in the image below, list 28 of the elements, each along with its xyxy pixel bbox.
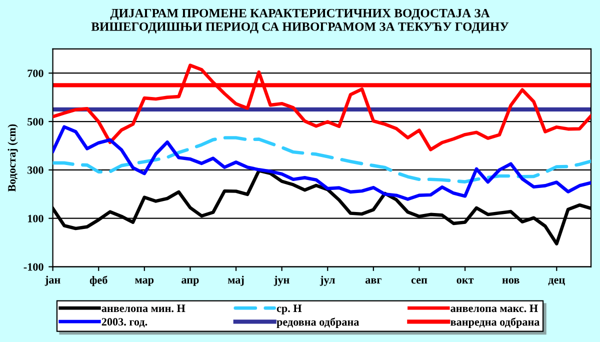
x-tick-label: дец [548,278,565,286]
legend-label: редовна одбрана [276,318,360,328]
x-tick-label: јан [44,276,60,286]
x-tick-label: нов [502,278,520,284]
x-tick-label: јун [274,276,290,286]
y-axis-title: Водостај (cm) [8,124,18,192]
y-tick-label: 300 [28,166,44,174]
x-tick-label: јул [320,276,335,286]
line-series [52,64,591,152]
y-tick-label: -100 [24,263,44,271]
legend-label: анвелопа макс. H [450,304,538,312]
chart-title: ДИЈАГРАМ ПРОМЕНЕ КАРАКТЕРИСТИЧНИХ ВОДОСТАЈА ЗА ВИШЕГОДИШЊИ ПЕРИОД СА НИВОГРАМОМ ЗА ТЕКУЋУ ГОДИНУ [91,8,509,34]
legend-label: анвелопа мин. H [102,304,186,312]
x-tick-label: окт [456,278,474,284]
x-tick-label: сеп [411,278,428,284]
x-tick-label: феб [90,276,108,286]
legend-label: 2003. год. [102,318,148,328]
x-tick-label: апр [182,278,199,286]
y-tick-label: 500 [28,118,44,126]
x-tick-label: авг [365,278,382,284]
line-series [52,125,591,201]
y-tick-label: 700 [28,70,44,78]
line-series [52,136,591,184]
x-tick-label: мар [135,278,154,286]
y-tick-label: 100 [28,214,44,222]
x-tick-label: мај [228,276,244,286]
legend-label: ср. H [276,304,302,314]
legend-label: ванредна одбрана [450,318,540,328]
